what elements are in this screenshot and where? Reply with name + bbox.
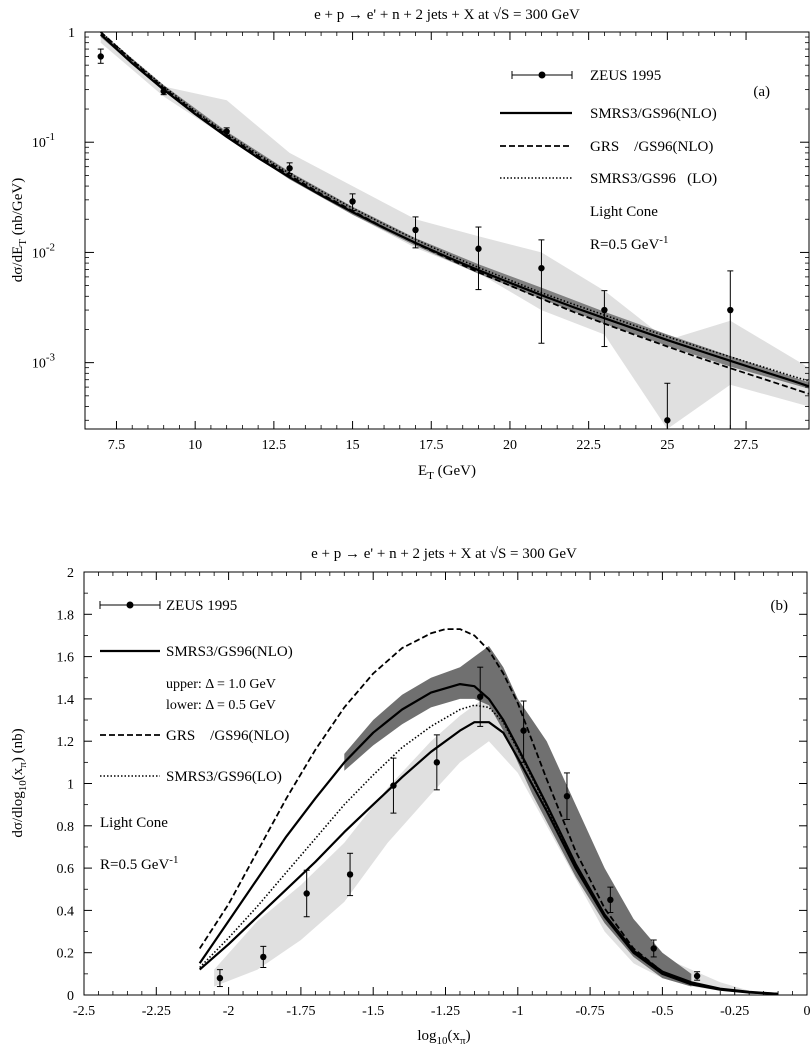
panel-b: e + p → e' + n + 2 jets + X at √S = 300 … — [10, 546, 811, 1047]
panel-b-xtick-label: -2.25 — [142, 1004, 171, 1019]
legend-b-zeus-label: ZEUS 1995 — [166, 598, 237, 614]
legend-b-nlo-label: SMRS3/GS96(NLO) — [166, 644, 293, 660]
panel-a-data-point — [160, 87, 167, 96]
panel-b-ytick-label: 0.6 — [57, 862, 75, 877]
panel-a-legend: ZEUS 1995 SMRS3/GS96(NLO) GRS /GS96(NLO)… — [500, 68, 717, 253]
panel-a-xtick-label: 20 — [503, 438, 517, 453]
legend-a-lightcone: Light Cone — [590, 204, 658, 220]
panel-b-ytick-label: 0.4 — [57, 904, 75, 919]
panel-a-ytick-label: 10-2 — [32, 241, 55, 261]
panel-b-data-point — [216, 969, 224, 988]
legend-b-radius: R=0.5 GeV-1 — [100, 854, 178, 873]
panel-a-title: e + p → e' + n + 2 jets + X at √S = 300 … — [314, 7, 580, 23]
panel-a-data-point — [223, 127, 230, 137]
panel-b-data-point — [650, 939, 657, 958]
panel-a-series-line-1 — [99, 33, 810, 388]
panel-b-data-point — [693, 971, 701, 981]
panel-a-xtick-label: 17.5 — [419, 438, 444, 453]
panel-b-xtick-label: -1 — [512, 1004, 524, 1019]
panel-a-panel-label: (a) — [753, 84, 770, 100]
panel-a-xtick-label: 10 — [188, 438, 202, 453]
panel-b-data-point — [303, 869, 310, 918]
legend-b-lower: lower: Δ = 0.5 GeV — [166, 698, 276, 713]
panel-b-title: e + p → e' + n + 2 jets + X at √S = 300 … — [311, 546, 577, 562]
panel-b-data-point — [346, 852, 354, 897]
panel-a-ylabel: dσ/dET (nb/GeV) — [10, 178, 29, 282]
panel-a-data-point — [97, 48, 104, 64]
panel-b-xtick-label: -1.25 — [431, 1004, 460, 1019]
panel-b-ytick-label: 1 — [67, 778, 74, 793]
legend-b-lightcone: Light Cone — [100, 815, 168, 831]
panel-b-xtick-label: -1.5 — [362, 1004, 384, 1019]
panel-b-series-line-3 — [198, 628, 779, 995]
panel-a-series-line-3 — [100, 31, 810, 382]
panel-b-ytick-label: 1.4 — [57, 693, 75, 708]
panel-a-band-0 — [100, 37, 809, 429]
panel-b-series-line-2 — [198, 721, 779, 995]
panel-b-xtick-label: -2 — [223, 1004, 235, 1019]
panel-b-xtick-label: -2.5 — [73, 1004, 95, 1019]
legend-b-grs-label: GRS /GS96(NLO) — [166, 728, 289, 744]
panel-a-data-point — [349, 193, 356, 212]
panel-b-ytick-label: 1.2 — [57, 735, 75, 750]
legend-a-zeus-label: ZEUS 1995 — [590, 68, 661, 84]
panel-b-panel-label: (b) — [771, 598, 789, 614]
panel-b-series-line-4 — [199, 704, 779, 995]
panel-a-ytick-label: 1 — [68, 26, 75, 41]
panel-a: e + p → e' + n + 2 jets + X at √S = 300 … — [10, 7, 810, 482]
panel-b-xlabel: log10(xπ) — [417, 1028, 470, 1047]
panel-a-ytick-label: 10-3 — [32, 352, 56, 372]
panel-a-data-point — [475, 226, 482, 291]
legend-a-lo-label: SMRS3/GS96 (LO) — [590, 171, 717, 187]
legend-a-nlo-label: SMRS3/GS96(NLO) — [590, 106, 717, 122]
panel-b-ytick-label: 1.6 — [57, 651, 75, 666]
panel-a-xtick-label: 27.5 — [734, 438, 759, 453]
panel-b-ytick-label: 0.2 — [57, 947, 75, 962]
panel-a-ytick-label: 10-1 — [32, 131, 55, 151]
panel-b-ytick-label: 2 — [67, 566, 74, 581]
panel-a-xtick-label: 12.5 — [262, 438, 287, 453]
panel-b-xtick-label: -0.75 — [576, 1004, 605, 1019]
panel-a-xtick-label: 22.5 — [576, 438, 601, 453]
panel-b-ytick-label: 0 — [67, 989, 74, 1004]
panel-a-xtick-label: 15 — [346, 438, 360, 453]
panel-b-data-point — [390, 757, 397, 814]
panel-b-data-point — [607, 886, 614, 914]
panel-a-xtick-label: 7.5 — [108, 438, 126, 453]
panel-b-xtick-label: -1.75 — [286, 1004, 315, 1019]
panel-b-data-point — [433, 734, 441, 791]
legend-b-lo-label: SMRS3/GS96(LO) — [166, 769, 282, 785]
panel-b-data-point — [477, 666, 484, 727]
panel-b-xtick-label: -0.5 — [651, 1004, 673, 1019]
panel-a-series-line-2 — [100, 31, 810, 395]
panel-a-xtick-label: 25 — [660, 438, 674, 453]
panel-a-xlabel: ET (GeV) — [418, 463, 476, 482]
panel-b-data-point — [260, 945, 267, 969]
panel-b-band-0 — [214, 694, 750, 993]
legend-a-radius: R=0.5 GeV-1 — [590, 234, 668, 253]
panel-b-data-point — [520, 700, 527, 763]
panel-a-data-point — [412, 216, 419, 249]
panel-b-ytick-label: 0.8 — [57, 820, 75, 835]
panel-b-series-line-1 — [198, 682, 779, 995]
panel-b-xtick-label: 0 — [804, 1004, 811, 1019]
panel-b-ytick-label: 1.8 — [57, 608, 75, 623]
panel-a-data-point — [286, 162, 293, 175]
panel-a-data-point — [538, 239, 545, 344]
panel-b-legend: ZEUS 1995 SMRS3/GS96(NLO) upper: Δ = 1.0… — [99, 598, 293, 873]
panel-b-data-point — [563, 772, 571, 820]
panel-b-band-1 — [344, 646, 692, 987]
panel-a-data-point — [601, 290, 608, 348]
legend-b-upper: upper: Δ = 1.0 GeV — [166, 677, 276, 692]
panel-b-ylabel: dσ/dlog10(xπ) (nb) — [10, 728, 29, 837]
panel-b-xtick-label: -0.25 — [720, 1004, 749, 1019]
legend-a-grs-label: GRS /GS96(NLO) — [590, 139, 713, 155]
